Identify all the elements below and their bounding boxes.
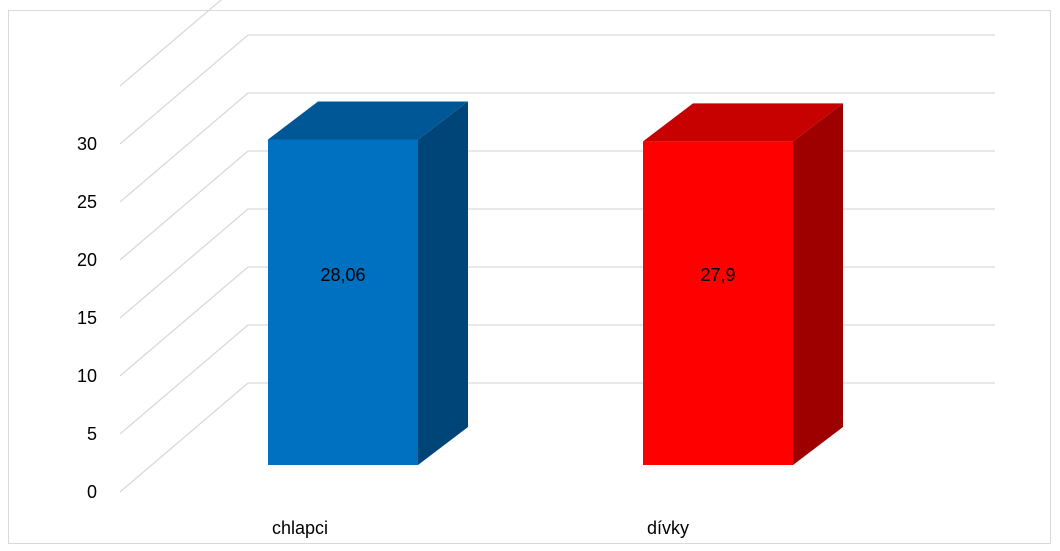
- data-label: 28,06: [320, 265, 365, 285]
- data-label: 27,9: [700, 265, 735, 285]
- bar-top-face: [643, 103, 843, 142]
- bar-chlapci: 28,06: [268, 101, 468, 465]
- gridline: [119, 324, 995, 435]
- gridline: [119, 92, 995, 203]
- y-axis-ticks: 0 5 10 15 20 25 30: [77, 134, 97, 502]
- bar-top-face: [268, 101, 468, 140]
- bar-front-face: [268, 139, 418, 465]
- y-tick-label: 0: [87, 482, 97, 502]
- y-tick-label: 25: [77, 192, 97, 212]
- y-tick-label: 30: [77, 134, 97, 154]
- gridline: [119, 382, 995, 493]
- x-tick-label: chlapci: [272, 518, 328, 538]
- x-tick-label: dívky: [647, 518, 689, 538]
- bar-front-face: [643, 141, 793, 466]
- gridlines: [119, 0, 995, 493]
- y-tick-label: 20: [77, 250, 97, 270]
- gridline: [119, 0, 222, 87]
- bar-dívky: 27,9: [643, 103, 843, 466]
- gridline: [119, 150, 995, 261]
- y-tick-label: 10: [77, 366, 97, 386]
- gridline: [119, 266, 995, 377]
- gridline: [119, 34, 995, 145]
- gridline: [119, 208, 995, 319]
- y-tick-label: 15: [77, 308, 97, 328]
- bar-side-face: [793, 103, 843, 466]
- bars: 28,06 27,9: [268, 101, 843, 466]
- y-tick-label: 5: [87, 424, 97, 444]
- bar-side-face: [418, 101, 468, 465]
- x-axis-ticks: chlapci dívky: [272, 518, 689, 538]
- chart-frame: [8, 10, 1051, 544]
